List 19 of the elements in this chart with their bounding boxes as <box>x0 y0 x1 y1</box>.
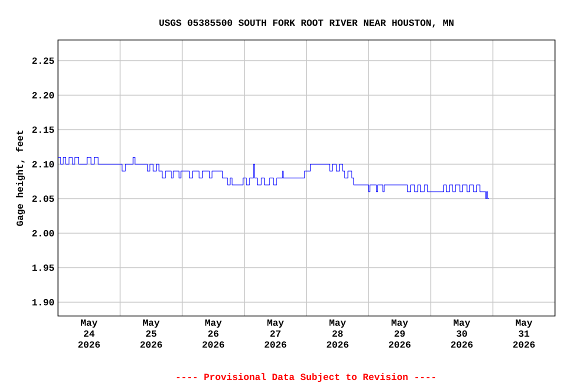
x-tick-label: May 24 2026 <box>78 320 100 348</box>
y-axis-title: Gage height, feet <box>16 130 25 226</box>
x-tick-label: May 31 2026 <box>513 320 535 348</box>
y-tick-label: 1.95 <box>32 264 54 271</box>
x-tick-label: May 26 2026 <box>202 320 224 348</box>
x-tick-label: May 25 2026 <box>140 320 162 348</box>
y-tick-label: 2.15 <box>32 126 54 133</box>
x-tick-label: May 28 2026 <box>326 320 348 348</box>
chart-title: USGS 05385500 SOUTH FORK ROOT RIVER NEAR HOUSTON, MN <box>159 19 454 28</box>
y-tick-label: 2.00 <box>32 230 54 236</box>
y-tick-label: 1.90 <box>32 298 54 306</box>
text: ---- Provisional Data Subject to Revision ---- <box>176 373 436 382</box>
x-tick-label: May 27 2026 <box>264 320 286 348</box>
y-tick-label: 2.10 <box>32 160 54 168</box>
y-tick-label: 2.20 <box>32 92 54 98</box>
x-tick-label: May 29 2026 <box>388 320 411 348</box>
y-tick-label: 2.25 <box>32 57 54 64</box>
x-tick-label: May 30 2026 <box>451 320 473 348</box>
y-tick-label: 2.05 <box>32 195 54 202</box>
